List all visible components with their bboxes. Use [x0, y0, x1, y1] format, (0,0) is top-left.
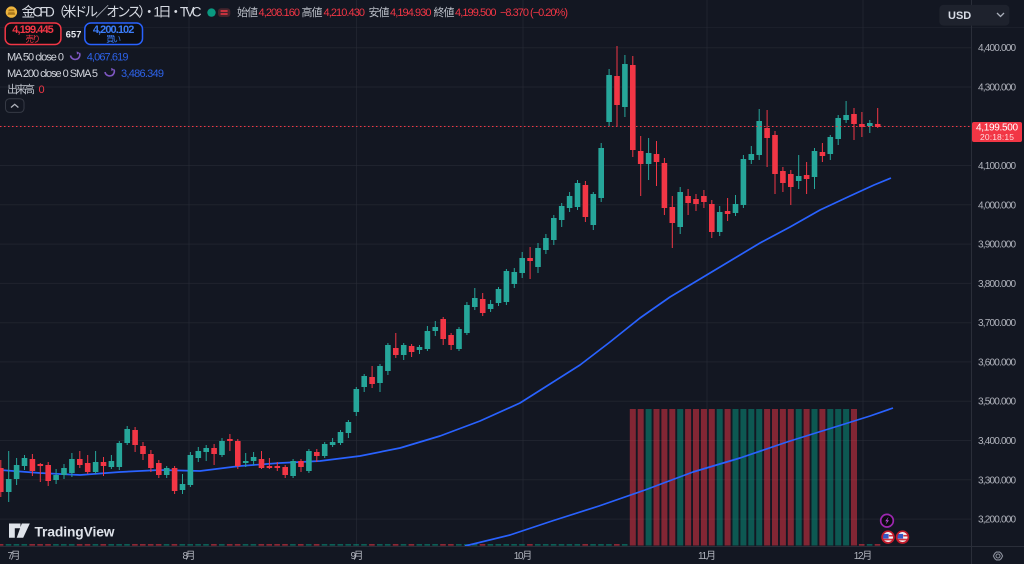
- svg-text:始値: 始値: [237, 5, 258, 19]
- svg-text:4,210.430: 4,210.430: [324, 7, 366, 19]
- svg-text:MA 50 close 0: MA 50 close 0: [7, 52, 64, 64]
- svg-text:−8.370 (−0.20%): −8.370 (−0.20%): [500, 7, 568, 19]
- svg-text:9月: 9月: [351, 550, 364, 562]
- svg-text:終値: 終値: [434, 5, 455, 19]
- svg-text:3,800.000: 3,800.000: [978, 279, 1016, 290]
- svg-text:USD: USD: [948, 10, 971, 22]
- svg-text:4,194.930: 4,194.930: [390, 7, 432, 19]
- svg-text:12月: 12月: [854, 550, 873, 562]
- svg-text:4,100.000: 4,100.000: [978, 161, 1016, 172]
- svg-text:3,400.000: 3,400.000: [978, 436, 1016, 447]
- svg-text:MA 200 close 0 SMA 5: MA 200 close 0 SMA 5: [7, 68, 98, 80]
- svg-text:4,199.445: 4,199.445: [12, 24, 54, 36]
- svg-text:4,400.000: 4,400.000: [978, 43, 1016, 54]
- svg-text:TradingView: TradingView: [35, 525, 115, 540]
- svg-text:4,000.000: 4,000.000: [978, 200, 1016, 211]
- svg-text:0: 0: [39, 84, 45, 96]
- svg-text:657: 657: [66, 30, 82, 41]
- svg-text:3,900.000: 3,900.000: [978, 240, 1016, 251]
- svg-text:3,200.000: 3,200.000: [978, 515, 1016, 526]
- svg-text:10月: 10月: [514, 550, 533, 562]
- svg-text:8月: 8月: [183, 550, 196, 562]
- svg-text:買い: 買い: [106, 34, 121, 44]
- svg-text:4,199.500: 4,199.500: [976, 123, 1018, 134]
- svg-text:金CFD（米ドル／オンス）・1日・TVC: 金CFD（米ドル／オンス）・1日・TVC: [22, 5, 202, 20]
- svg-text:出来高: 出来高: [7, 82, 35, 96]
- svg-text:11月: 11月: [698, 550, 716, 562]
- svg-text:3,600.000: 3,600.000: [978, 357, 1016, 368]
- svg-text:3,700.000: 3,700.000: [978, 318, 1016, 329]
- svg-text:4,067.619: 4,067.619: [87, 52, 129, 64]
- svg-text:安値: 安値: [369, 5, 390, 19]
- svg-text:4,208.160: 4,208.160: [259, 7, 301, 19]
- svg-text:4,200.102: 4,200.102: [93, 24, 135, 36]
- svg-text:4,199.500: 4,199.500: [455, 7, 497, 19]
- svg-text:売り: 売り: [26, 34, 41, 44]
- svg-text:高値: 高値: [302, 5, 323, 19]
- svg-text:20:18:15: 20:18:15: [980, 132, 1014, 142]
- svg-text:4,300.000: 4,300.000: [978, 83, 1016, 94]
- svg-text:7月: 7月: [8, 550, 21, 562]
- svg-text:3,486.349: 3,486.349: [121, 68, 164, 80]
- svg-text:3,300.000: 3,300.000: [978, 475, 1016, 486]
- svg-text:3,500.000: 3,500.000: [978, 397, 1016, 408]
